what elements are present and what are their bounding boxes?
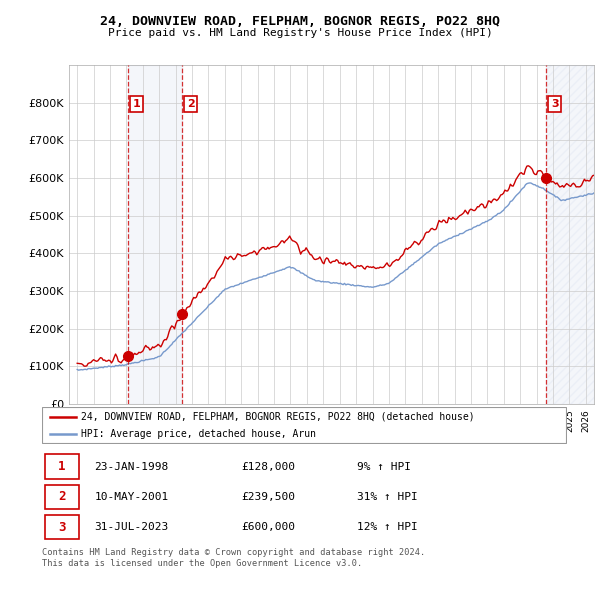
Text: Price paid vs. HM Land Registry's House Price Index (HPI): Price paid vs. HM Land Registry's House … xyxy=(107,28,493,38)
Text: 12% ↑ HPI: 12% ↑ HPI xyxy=(357,522,418,532)
Text: 1: 1 xyxy=(58,460,65,473)
Text: 31% ↑ HPI: 31% ↑ HPI xyxy=(357,492,418,502)
Text: 24, DOWNVIEW ROAD, FELPHAM, BOGNOR REGIS, PO22 8HQ (detached house): 24, DOWNVIEW ROAD, FELPHAM, BOGNOR REGIS… xyxy=(82,412,475,421)
FancyBboxPatch shape xyxy=(42,407,566,443)
Text: 1: 1 xyxy=(133,99,140,109)
FancyBboxPatch shape xyxy=(44,454,79,479)
Text: 2: 2 xyxy=(58,490,65,503)
Text: 10-MAY-2001: 10-MAY-2001 xyxy=(95,492,169,502)
Text: 31-JUL-2023: 31-JUL-2023 xyxy=(95,522,169,532)
FancyBboxPatch shape xyxy=(44,514,79,539)
Text: £128,000: £128,000 xyxy=(241,462,296,471)
Text: 2: 2 xyxy=(187,99,194,109)
Text: 23-JAN-1998: 23-JAN-1998 xyxy=(95,462,169,471)
Text: 3: 3 xyxy=(58,520,65,533)
Bar xyxy=(546,65,594,404)
Text: This data is licensed under the Open Government Licence v3.0.: This data is licensed under the Open Gov… xyxy=(42,559,362,568)
Text: 24, DOWNVIEW ROAD, FELPHAM, BOGNOR REGIS, PO22 8HQ: 24, DOWNVIEW ROAD, FELPHAM, BOGNOR REGIS… xyxy=(100,15,500,28)
Text: Contains HM Land Registry data © Crown copyright and database right 2024.: Contains HM Land Registry data © Crown c… xyxy=(42,548,425,556)
Text: 3: 3 xyxy=(551,99,559,109)
Text: 9% ↑ HPI: 9% ↑ HPI xyxy=(357,462,411,471)
Text: HPI: Average price, detached house, Arun: HPI: Average price, detached house, Arun xyxy=(82,429,316,438)
FancyBboxPatch shape xyxy=(44,484,79,509)
Text: £239,500: £239,500 xyxy=(241,492,296,502)
Bar xyxy=(128,65,182,404)
Text: £600,000: £600,000 xyxy=(241,522,296,532)
